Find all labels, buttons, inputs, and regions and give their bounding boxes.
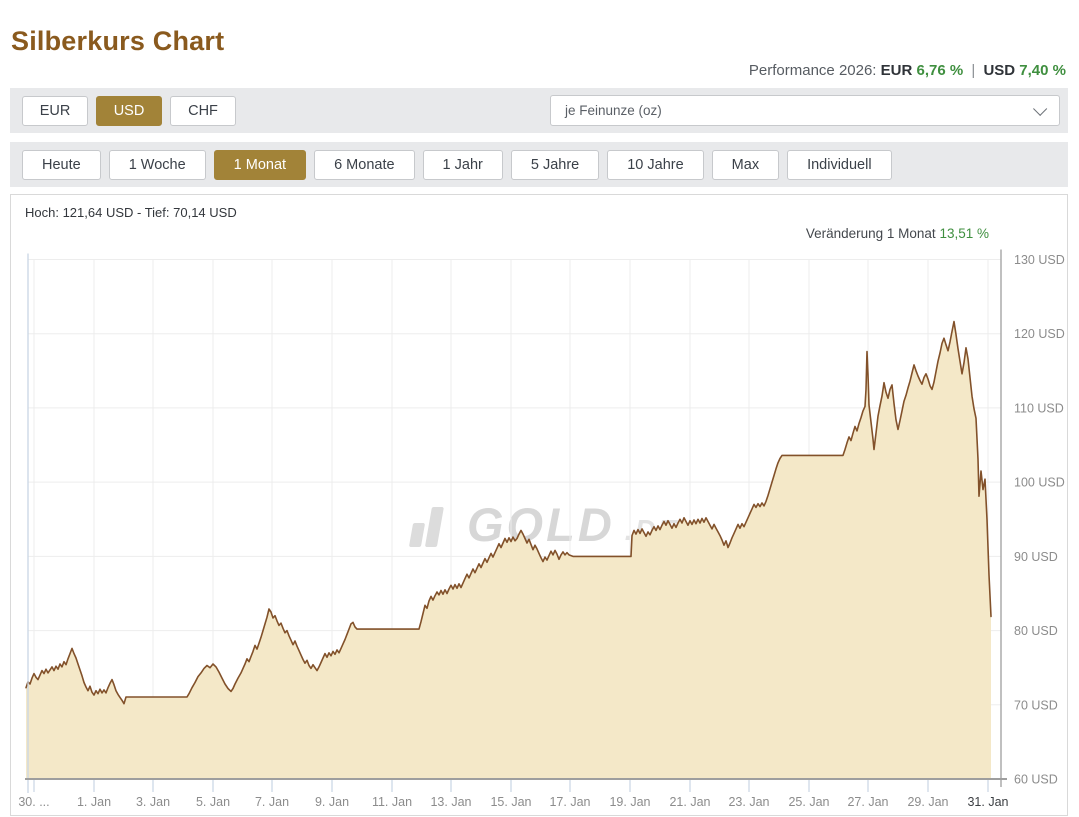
y-tick-label: 90 USD bbox=[1014, 550, 1058, 564]
x-tick-label: 29. Jan bbox=[907, 795, 948, 809]
performance-eur-value: 6,76 % bbox=[916, 62, 964, 79]
change-label: Veränderung 1 Monat bbox=[805, 226, 936, 241]
x-tick-label: 7. Jan bbox=[255, 795, 289, 809]
chart-card: Hoch: 121,64 USD - Tief: 70,14 USD Verän… bbox=[10, 194, 1068, 816]
change-summary: Veränderung 1 Monat 13,51 % bbox=[806, 226, 989, 241]
x-tick-label: 15. Jan bbox=[490, 795, 531, 809]
currency-toolbar: EUR USD CHF je Feinunze (oz) bbox=[10, 88, 1068, 133]
x-tick-label: 21. Jan bbox=[669, 795, 710, 809]
range-button-max[interactable]: Max bbox=[711, 149, 780, 180]
x-tick-label: 30. ... bbox=[18, 795, 49, 809]
price-area bbox=[26, 321, 991, 779]
x-tick-label: 19. Jan bbox=[609, 795, 650, 809]
performance-usd-value: 7,40 % bbox=[1019, 62, 1066, 79]
unit-select[interactable]: je Feinunze (oz) bbox=[550, 95, 1060, 126]
x-tick-label: 25. Jan bbox=[788, 795, 829, 809]
y-tick-label: 70 USD bbox=[1014, 698, 1058, 712]
currency-button-group: EUR USD CHF bbox=[22, 88, 236, 133]
y-tick-label: 100 USD bbox=[1014, 476, 1065, 490]
y-tick-label: 120 USD bbox=[1014, 327, 1065, 341]
range-button-1-monat[interactable]: 1 Monat bbox=[213, 149, 307, 180]
performance-separator: | bbox=[971, 62, 976, 79]
range-button-10-jahre[interactable]: 10 Jahre bbox=[607, 149, 704, 180]
performance-summary: Performance 2026: EUR 6,76 % | USD 7,40 … bbox=[749, 62, 1066, 79]
range-button-6-monate[interactable]: 6 Monate bbox=[314, 149, 415, 180]
range-button-1-jahr[interactable]: 1 Jahr bbox=[422, 149, 503, 180]
range-button-individuell[interactable]: Individuell bbox=[787, 149, 892, 180]
x-tick-label: 5. Jan bbox=[196, 795, 230, 809]
range-button-1-woche[interactable]: 1 Woche bbox=[108, 149, 206, 180]
high-low-text: Hoch: 121,64 USD - Tief: 70,14 USD bbox=[25, 205, 237, 220]
unit-select-value: je Feinunze (oz) bbox=[565, 103, 662, 118]
x-tick-label: 17. Jan bbox=[549, 795, 590, 809]
currency-button-eur[interactable]: EUR bbox=[22, 95, 88, 126]
x-tick-label: 27. Jan bbox=[847, 795, 888, 809]
x-tick-label: 31. Jan bbox=[967, 795, 1008, 809]
performance-label: Performance 2026: bbox=[748, 62, 877, 79]
range-button-heute[interactable]: Heute bbox=[22, 149, 101, 180]
range-button-group: Heute 1 Woche 1 Monat 6 Monate 1 Jahr 5 Jahre… bbox=[22, 142, 892, 187]
page-title: Silberkurs Chart bbox=[11, 26, 225, 57]
x-tick-label: 13. Jan bbox=[430, 795, 471, 809]
y-tick-label: 80 USD bbox=[1014, 624, 1058, 638]
y-tick-label: 110 USD bbox=[1014, 401, 1064, 415]
range-button-5-jahre[interactable]: 5 Jahre bbox=[510, 149, 600, 180]
price-line bbox=[25, 320, 992, 705]
change-value: 13,51 % bbox=[939, 226, 989, 241]
x-tick-label: 23. Jan bbox=[728, 795, 769, 809]
performance-usd-label: USD bbox=[983, 62, 1016, 79]
performance-eur-label: EUR bbox=[880, 62, 913, 79]
x-tick-label: 1. Jan bbox=[77, 795, 111, 809]
x-tick-label: 3. Jan bbox=[136, 795, 170, 809]
y-tick-label: 130 USD bbox=[1014, 253, 1065, 267]
currency-button-usd[interactable]: USD bbox=[96, 95, 162, 126]
x-tick-label: 9. Jan bbox=[315, 795, 349, 809]
currency-button-chf[interactable]: CHF bbox=[170, 95, 236, 126]
range-toolbar: Heute 1 Woche 1 Monat 6 Monate 1 Jahr 5 Jahre… bbox=[10, 142, 1068, 187]
chevron-down-icon bbox=[1033, 101, 1048, 116]
y-tick-label: 60 USD bbox=[1014, 773, 1058, 787]
x-tick-label: 11. Jan bbox=[372, 795, 412, 809]
price-chart: 30. ... 1. Jan 3. Jan 5. Jan 7. Jan 9. Jan 11.… bbox=[18, 249, 1065, 809]
